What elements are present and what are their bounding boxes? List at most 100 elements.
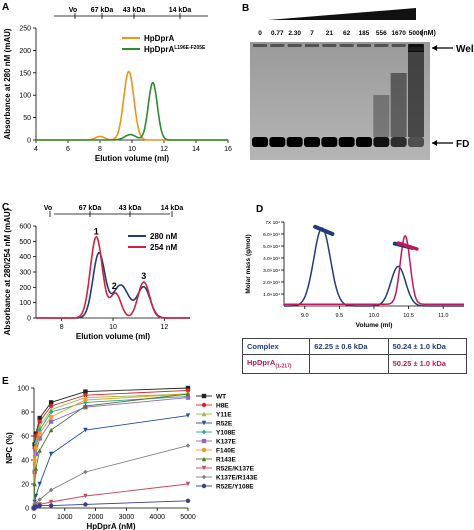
data-point — [48, 499, 54, 505]
data-point — [185, 498, 191, 503]
x-axis-label: HpDprA (nM) — [86, 522, 135, 530]
series-line-1 — [33, 389, 189, 509]
legend-label: HpDprAL196E-F205E — [144, 45, 206, 54]
legend-label: H8E — [216, 403, 229, 410]
data-point — [201, 447, 207, 453]
marker-label: 43 kDa — [123, 7, 146, 14]
data-point — [201, 429, 207, 435]
series-line-4 — [33, 395, 189, 509]
x-tick-label: 10.0 — [369, 313, 380, 319]
y-tick-label: 100 — [17, 386, 29, 393]
free-dna-band — [338, 137, 355, 147]
y-tick-label: 0 — [25, 506, 29, 513]
y-tick-label: 7X 10⁴ — [265, 220, 280, 226]
x-tick-label: 10 — [109, 324, 117, 331]
free-dna-band — [373, 137, 390, 147]
panel-e-plot-area: 0 1000 2000 3000 4000 5000 0 20 40 60 80 100 HpDprA … — [5, 386, 258, 530]
concentration-label: 1670 — [391, 30, 406, 37]
y-tick-label: 100 — [19, 300, 31, 307]
data-point — [48, 407, 54, 412]
x-tick-label: 11.0 — [438, 313, 448, 319]
data-point — [185, 391, 191, 397]
y-tick-label: 150 — [19, 70, 31, 77]
data-point — [33, 451, 39, 457]
x-tick-label: 10.5 — [403, 313, 414, 319]
data-point — [185, 395, 191, 400]
y-tick-label: 60 — [21, 434, 29, 441]
panel-d-chart: D 9.0 9.5 10.0 10.5 11.0 1.0×10⁴ 2.0×10⁴ 3.0×10… — [245, 204, 464, 329]
well-band — [339, 44, 354, 47]
well-band — [374, 44, 389, 47]
free-dna-band — [356, 137, 372, 147]
data-point — [37, 419, 42, 424]
x-tick-label: 0 — [32, 514, 36, 521]
y-tick-label: 80 — [21, 410, 29, 417]
y-axis-label: Molar mass (g/mol) — [245, 234, 252, 293]
x-tick-label: 9.0 — [301, 313, 309, 319]
data-point — [33, 466, 39, 471]
panel-a-plot-area: 4 6 8 10 12 14 16 0 50 100 150 200 250 Elution volume… — [3, 7, 232, 163]
data-point — [83, 469, 88, 475]
x-tick-label: 12 — [160, 146, 168, 153]
well-band — [305, 44, 319, 47]
data-point — [48, 409, 54, 415]
free-dna-band — [321, 137, 338, 147]
free-dna-band — [304, 137, 320, 147]
y-tick-label: 5.0×10⁴ — [263, 244, 280, 250]
molar-mass-table: Complex 62.25 ± 0.6 kDa 50.24 ± 1.0 kDa … — [241, 338, 468, 374]
x-tick-label: 12 — [160, 324, 168, 331]
x-axis-label: Volume (ml) — [356, 322, 393, 329]
data-point — [201, 483, 207, 489]
data-point — [33, 501, 39, 506]
y-tick-label: 250 — [19, 26, 31, 33]
panel-d-plot-area: 9.0 9.5 10.0 10.5 11.0 1.0×10⁴ 2.0×10⁴ 3.0×10⁴ 4… — [245, 220, 464, 329]
concentration-label: 7 — [310, 30, 314, 37]
y-tick-label: 400 — [19, 254, 31, 261]
data-point — [37, 427, 42, 433]
y-tick-label: 200 — [19, 285, 31, 292]
legend-label: HpDprA — [144, 34, 174, 43]
concentration-label: 62 — [343, 30, 351, 37]
series-line-0 — [284, 227, 464, 307]
y-axis-label: NPC (%) — [5, 432, 14, 464]
data-point — [83, 427, 88, 433]
series-line-3 — [33, 415, 189, 509]
data-point — [48, 503, 54, 508]
molar-mass-marker-dpra — [396, 241, 419, 251]
legend-label: K137E — [216, 439, 237, 446]
concentration-label: 0.77 — [271, 30, 284, 37]
data-point — [48, 414, 54, 419]
concentration-label: 21 — [326, 30, 334, 37]
data-point — [37, 415, 42, 421]
data-point — [37, 448, 42, 453]
marker-label: 14 kDa — [169, 7, 192, 14]
data-point — [37, 431, 42, 436]
y-tick-label: 600 — [19, 224, 31, 231]
well-band — [322, 44, 337, 47]
legend-label: R143E — [216, 457, 237, 464]
data-point — [201, 393, 207, 399]
peak-number-label: 1 — [94, 226, 99, 236]
data-point — [185, 443, 191, 448]
complex-smear — [408, 51, 424, 137]
molar-mass-marker-complex — [313, 224, 335, 236]
data-point — [83, 393, 88, 398]
well-band — [287, 44, 302, 47]
x-tick-label: 4000 — [149, 514, 165, 521]
free-dna-band — [269, 137, 286, 147]
data-point — [37, 436, 42, 441]
data-point — [32, 499, 37, 505]
y-tick-label: 200 — [19, 48, 31, 55]
x-tick-label: 8 — [98, 146, 102, 153]
x-tick-label: 14 — [192, 146, 200, 153]
x-tick-label: 3000 — [119, 514, 135, 521]
table-cell-value: 50.25 ± 1.0 kDa — [387, 354, 468, 374]
y-tick-label: 20 — [21, 482, 29, 489]
series-line-1 — [36, 235, 190, 319]
marker-label: Vo — [69, 7, 77, 14]
concentration-label: 185 — [359, 30, 370, 37]
concentration-label: 0 — [258, 30, 262, 37]
legend-label: R52E/Y108E — [216, 484, 254, 491]
gradient-wedge — [268, 8, 416, 20]
